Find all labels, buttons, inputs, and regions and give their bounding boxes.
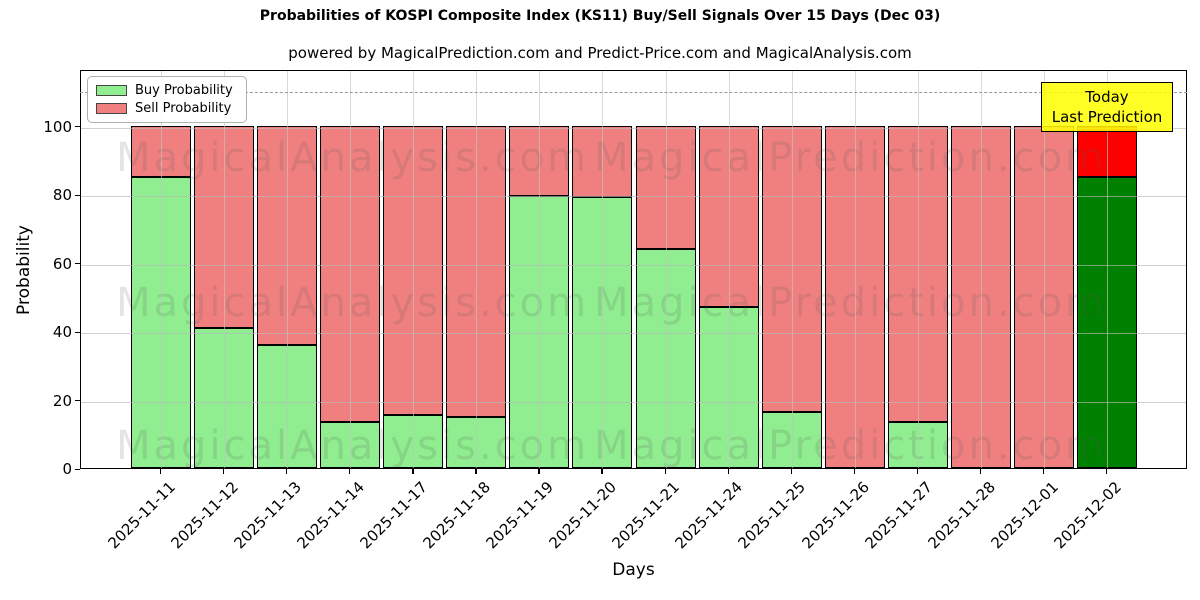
sell-swatch	[96, 103, 127, 114]
legend-label-sell: Sell Probability	[135, 101, 232, 116]
y-tick-mark	[75, 263, 80, 265]
gridline-v	[413, 71, 415, 468]
y-tick-label: 60	[52, 254, 72, 273]
watermark-text: MagicalAnalysis.com	[116, 135, 590, 181]
x-tick-mark	[223, 469, 225, 474]
x-tick-label: 2025-11-12	[167, 478, 242, 553]
legend-label-buy: Buy Probability	[135, 83, 233, 98]
gridline-h	[81, 127, 1186, 129]
annotation-line1: Today	[1085, 87, 1129, 106]
gridline-v	[224, 71, 226, 468]
y-tick-label: 0	[62, 460, 72, 478]
y-tick-mark	[75, 331, 80, 333]
y-tick-label: 100	[43, 117, 72, 136]
y-tick-label: 40	[52, 323, 72, 341]
x-tick-mark	[979, 469, 982, 474]
x-tick-label: 2025-12-01	[987, 478, 1062, 553]
gridline-v	[602, 71, 604, 468]
x-tick-mark	[853, 469, 856, 474]
legend: Buy Probability Sell Probability	[87, 76, 247, 123]
x-tick-mark	[286, 469, 288, 474]
x-tick-label: 2025-11-25	[735, 478, 810, 553]
today-annotation: Today Last Prediction	[1041, 82, 1173, 132]
gridline-v	[854, 71, 856, 468]
x-tick-label: 2025-11-11	[104, 478, 179, 553]
x-tick-mark	[1105, 469, 1108, 474]
x-tick-label: 2025-12-02	[1050, 478, 1125, 553]
gridline-v	[350, 71, 352, 468]
x-tick-mark	[790, 469, 792, 474]
x-tick-label: 2025-11-28	[924, 478, 999, 553]
x-tick-label: 2025-11-14	[293, 478, 368, 553]
x-tick-label: 2025-11-18	[419, 478, 495, 553]
watermark-text: MagicalPrediction.com	[594, 423, 1107, 469]
gridline-v	[476, 71, 478, 468]
watermark-text: MagicalAnalysis.com	[116, 423, 590, 469]
gridline-v	[665, 71, 667, 468]
x-tick-mark	[475, 469, 477, 474]
gridline-v	[161, 71, 162, 468]
x-tick-label: 2025-11-19	[482, 478, 558, 553]
gridline-v	[980, 71, 982, 468]
y-tick-label: 20	[52, 391, 72, 410]
gridline-v	[539, 71, 541, 468]
x-tick-label: 2025-11-21	[608, 478, 684, 553]
x-tick-label: 2025-11-17	[356, 478, 431, 553]
plot-area: MagicalAnalysis.com MagicalPrediction.com…	[80, 70, 1187, 469]
y-tick-mark	[75, 468, 80, 470]
y-tick-mark	[75, 400, 80, 402]
figure-title: Probabilities of KOSPI Composite Index (…	[259, 8, 941, 24]
gridline-v	[1043, 71, 1045, 468]
dashed-threshold-line	[80, 92, 1187, 94]
annotation-line2: Last Prediction	[1051, 108, 1163, 126]
y-tick-mark	[75, 126, 80, 128]
gridline-v	[728, 71, 730, 468]
x-tick-mark	[1042, 469, 1045, 474]
gridline-v	[917, 71, 919, 468]
gridline-v	[791, 71, 793, 468]
watermark-text: MagicalPrediction.com	[594, 135, 1107, 181]
x-tick-mark	[538, 469, 540, 474]
x-tick-mark	[412, 469, 414, 474]
legend-item-sell: Sell Probability	[96, 101, 238, 116]
x-tick-mark	[727, 469, 729, 474]
gridline-h	[81, 196, 1186, 197]
gridline-h	[81, 333, 1186, 334]
x-tick-mark	[160, 469, 162, 474]
buy-swatch	[96, 85, 127, 96]
gridline-h	[81, 401, 1186, 403]
x-tick-label: 2025-11-26	[798, 478, 873, 553]
x-tick-mark	[664, 469, 666, 474]
figure-subtitle: powered by MagicalPrediction.com and Pre…	[288, 44, 912, 62]
x-tick-mark	[601, 469, 603, 474]
gridline-v	[1106, 71, 1108, 468]
x-tick-label: 2025-11-20	[545, 478, 621, 553]
gridline-h	[81, 264, 1186, 266]
x-tick-mark	[349, 469, 351, 474]
x-tick-mark	[916, 469, 919, 474]
watermark-text: MagicalAnalysis.com	[116, 280, 590, 326]
x-axis-label: Days	[612, 560, 655, 580]
y-tick-mark	[75, 194, 80, 196]
legend-item-buy: Buy Probability	[96, 83, 238, 98]
watermark-text: MagicalPrediction.com	[594, 280, 1107, 326]
y-tick-label: 80	[52, 186, 72, 204]
gridline-v	[287, 71, 289, 468]
x-tick-label: 2025-11-13	[230, 478, 305, 553]
